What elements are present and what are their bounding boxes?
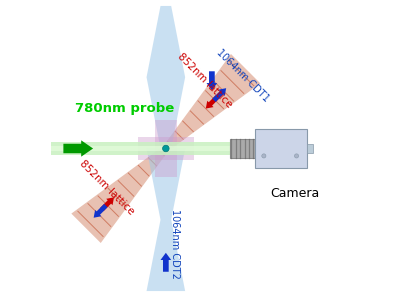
Bar (230, 139, 255, 158)
Bar (138, 137, 194, 160)
Text: 780nm probe: 780nm probe (75, 102, 174, 115)
Bar (52, 146, 274, 151)
Text: 852nm lattice: 852nm lattice (77, 158, 136, 216)
Text: 852nm lattice: 852nm lattice (175, 51, 234, 109)
FancyArrow shape (212, 88, 226, 102)
Polygon shape (146, 6, 185, 148)
FancyArrow shape (160, 253, 171, 272)
Text: 1064nm CDT2: 1064nm CDT2 (170, 208, 180, 279)
Bar (155, 120, 177, 177)
FancyArrow shape (206, 95, 220, 109)
Circle shape (162, 145, 169, 152)
Text: Camera: Camera (270, 187, 320, 200)
FancyArrow shape (100, 197, 114, 211)
FancyArrow shape (94, 204, 108, 218)
Circle shape (262, 154, 266, 158)
Polygon shape (71, 54, 260, 243)
Bar (307, 144, 314, 153)
Bar (52, 142, 274, 155)
Polygon shape (146, 148, 185, 291)
Circle shape (294, 154, 299, 158)
Text: 1064nm CDT1: 1064nm CDT1 (215, 48, 271, 104)
FancyArrow shape (206, 71, 217, 90)
Bar (255, 129, 307, 168)
FancyArrow shape (63, 140, 93, 157)
